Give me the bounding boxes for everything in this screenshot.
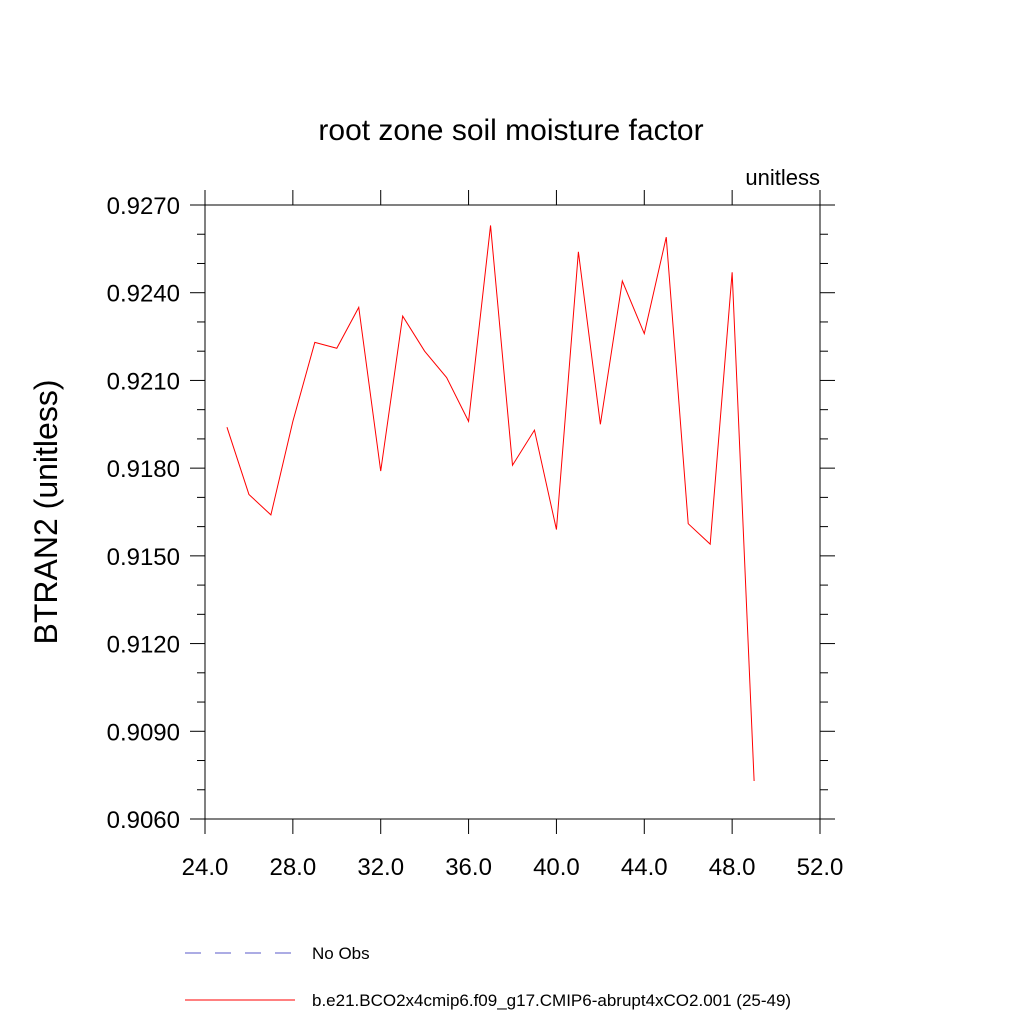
axis-ticks [190,190,835,834]
plot-frame [204,204,821,820]
x-tick-label: 28.0 [269,854,316,881]
y-tick-label: 0.9270 [107,193,180,220]
x-tick-label: 24.0 [182,854,229,881]
y-tick-label: 0.9090 [107,719,180,746]
y-tick-label: 0.9060 [107,807,180,834]
chart-title: root zone soil moisture factor [318,114,703,147]
x-tick-label: 36.0 [445,854,492,881]
y-tick-labels: 0.9060 0.9090 0.9120 0.9150 0.9180 0.9210 0.92… [107,193,180,834]
legend-label-no-obs: No Obs [312,944,370,963]
x-tick-label: 40.0 [533,854,580,881]
x-tick-label: 32.0 [357,854,404,881]
x-tick-labels: 24.0 28.0 32.0 36.0 40.0 44.0 48.0 52.0 [182,854,844,881]
y-tick-label: 0.9210 [107,368,180,395]
series-line-1 [226,225,755,782]
x-tick-label: 52.0 [797,854,844,881]
units-label: unitless [745,165,820,190]
x-tick-label: 44.0 [621,854,668,881]
y-tick-label: 0.9240 [107,281,180,308]
legend-label-model: b.e21.BCO2x4cmip6.f09_g17.CMIP6-abrupt4x… [312,991,791,1010]
y-axis-label: BTRAN2 (unitless) [28,380,64,645]
y-tick-label: 0.9180 [107,456,180,483]
y-tick-label: 0.9120 [107,632,180,659]
series-layer [226,225,755,782]
x-tick-label: 48.0 [709,854,756,881]
y-tick-label: 0.9150 [107,544,180,571]
